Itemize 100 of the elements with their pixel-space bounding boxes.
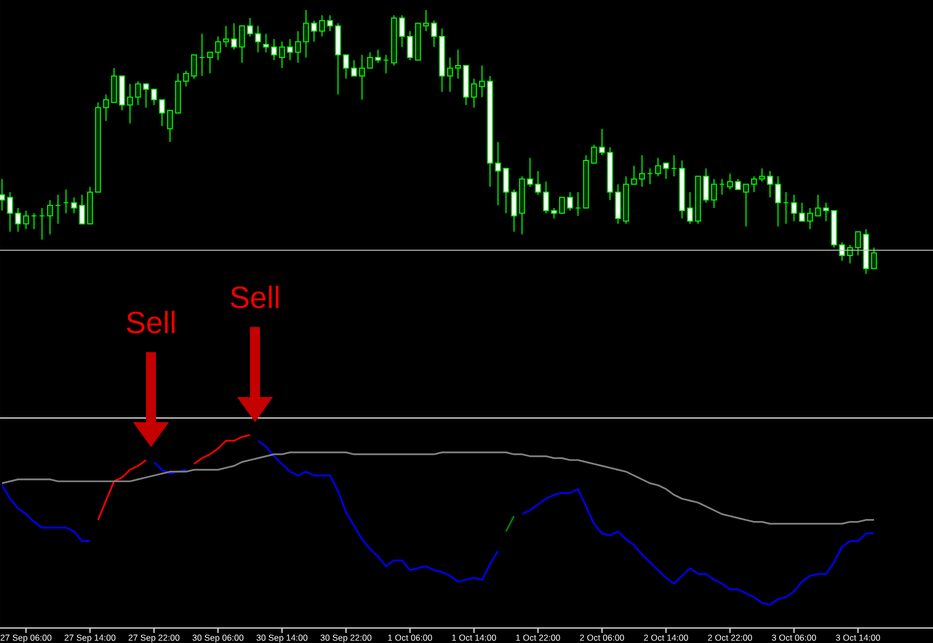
candlestick [591,144,597,164]
candlestick [215,36,221,61]
x-tick-label: 30 Sep 22:00 [320,634,372,642]
candlestick [823,202,829,222]
candlestick [239,25,245,64]
candlestick [807,207,813,230]
candlestick [847,244,853,264]
x-tick-label: 27 Sep 14:00 [64,634,116,642]
candlestick [711,178,717,208]
candlestick [47,200,53,235]
candlestick [767,170,773,198]
candlestick [647,168,653,185]
candlestick [639,154,645,188]
candlestick [543,181,549,214]
candlestick [791,194,797,222]
candlestick [39,207,45,240]
x-tick-label: 1 Oct 06:00 [388,634,432,641]
candlestick [423,10,429,32]
candlestick [815,194,821,216]
candlestick [191,54,197,80]
candlestick [783,192,789,224]
candlestick [599,128,605,156]
candlestick [551,207,557,220]
candlestick [79,194,85,224]
x-tick-label: 3 Oct 06:00 [772,634,816,641]
candlestick [0,178,5,212]
x-tick-label: 30 Sep 14:00 [256,634,308,642]
candlestick [503,168,509,214]
candlestick [327,14,333,32]
candlestick [231,22,237,50]
candlestick [271,38,277,61]
candlestick [31,212,37,230]
candlestick [719,178,725,196]
candlestick [735,178,741,190]
candlestick [495,141,501,206]
candlestick [55,194,61,224]
candlestick [143,83,149,108]
x-tick-label: 27 Sep 06:00 [0,634,52,642]
candlestick [751,176,757,193]
candlestick [631,165,637,185]
candlestick [671,154,677,177]
candlestick [375,49,381,64]
candlestick [399,14,405,48]
candlestick [23,210,29,230]
candlestick [511,189,517,232]
candlestick [247,17,253,37]
candlestick [727,173,733,190]
candlestick [663,162,669,180]
candlestick [527,157,533,188]
x-tick-label: 2 Oct 06:00 [580,634,624,641]
x-tick-label: 2 Oct 22:00 [708,634,752,641]
candlestick [871,247,877,270]
candlestick [383,54,389,74]
candlestick [743,184,749,227]
candlestick [199,33,205,77]
candlestick [287,38,293,61]
candlestick [775,176,781,227]
text: Sell [126,310,175,334]
candlestick [71,196,77,214]
x-tick-label: 2 Oct 14:00 [644,634,688,641]
candlestick [567,192,573,212]
candlestick [559,196,565,214]
candlestick [687,192,693,224]
candlestick [447,57,453,92]
candlestick [343,54,349,80]
x-tick-label: 1 Oct 14:00 [452,634,496,641]
candlestick [135,80,141,106]
candlestick [703,168,709,204]
candlestick [839,242,845,262]
candlestick [575,192,581,216]
x-tick-label: 27 Sep 22:00 [128,634,180,642]
candlestick [151,88,157,106]
candlestick [255,25,261,53]
candlestick [855,231,861,256]
candlestick [7,192,13,232]
candlestick [167,110,173,142]
candlestick [359,54,365,100]
candlestick [207,52,213,74]
candlestick [63,189,69,214]
candlestick [431,20,437,48]
candlestick [159,99,165,127]
candlestick [655,157,661,177]
candlestick [263,33,269,53]
candlestick [223,25,229,48]
candlestick [367,52,373,69]
candlestick [103,94,109,122]
candlestick [295,30,301,64]
candlestick [303,10,309,58]
candlestick [535,170,541,196]
candlestick [351,60,357,77]
candlestick [407,30,413,61]
candlestick [799,202,805,222]
candlestick [455,49,461,80]
candlestick [479,64,485,98]
candlestick [319,14,325,37]
candlestick [183,70,189,88]
candlestick [311,20,317,42]
x-tick-label: 3 Oct 14:00 [836,634,880,641]
candlestick [127,83,133,124]
x-tick-label: 1 Oct 22:00 [516,634,560,641]
